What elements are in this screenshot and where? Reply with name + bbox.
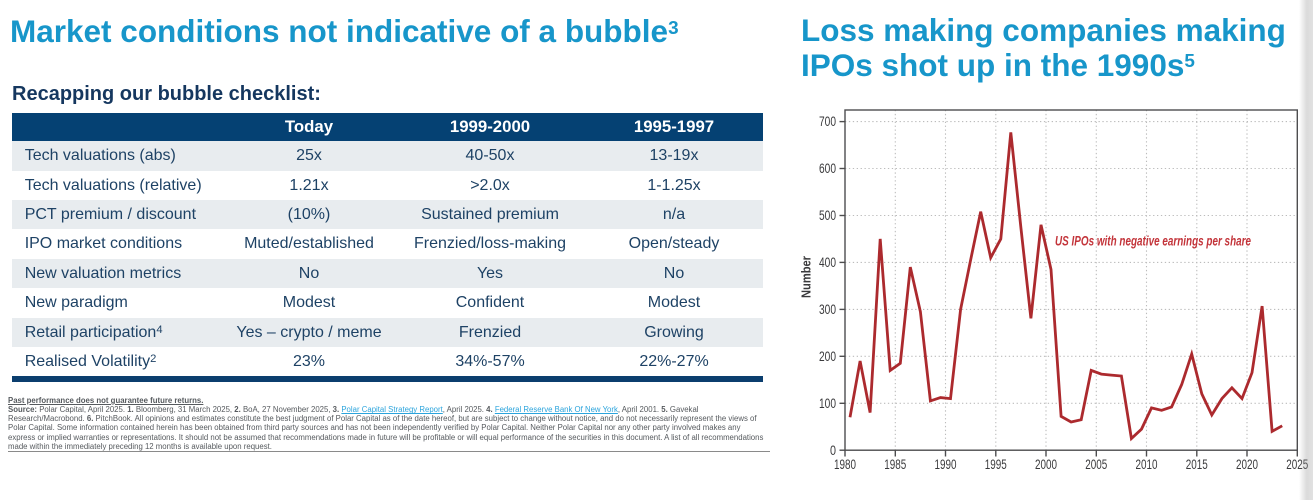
svg-text:2000: 2000: [1035, 457, 1057, 472]
svg-text:1990: 1990: [935, 457, 957, 472]
svg-text:1980: 1980: [834, 457, 856, 472]
svg-text:US IPOs with negative earnings: US IPOs with negative earnings per share: [1055, 234, 1251, 249]
svg-text:2025: 2025: [1286, 457, 1308, 472]
svg-text:200: 200: [819, 349, 836, 364]
svg-text:2015: 2015: [1186, 457, 1208, 472]
svg-text:2020: 2020: [1236, 457, 1258, 472]
svg-text:300: 300: [819, 302, 836, 317]
svg-text:Number: Number: [800, 256, 814, 298]
svg-text:700: 700: [819, 114, 836, 129]
svg-text:2005: 2005: [1085, 457, 1107, 472]
svg-text:100: 100: [819, 396, 836, 411]
svg-text:500: 500: [819, 208, 836, 223]
svg-text:0: 0: [830, 443, 836, 458]
svg-text:1985: 1985: [884, 457, 906, 472]
svg-text:2010: 2010: [1136, 457, 1158, 472]
svg-text:1995: 1995: [985, 457, 1007, 472]
svg-text:400: 400: [819, 255, 836, 270]
svg-text:600: 600: [819, 161, 836, 176]
